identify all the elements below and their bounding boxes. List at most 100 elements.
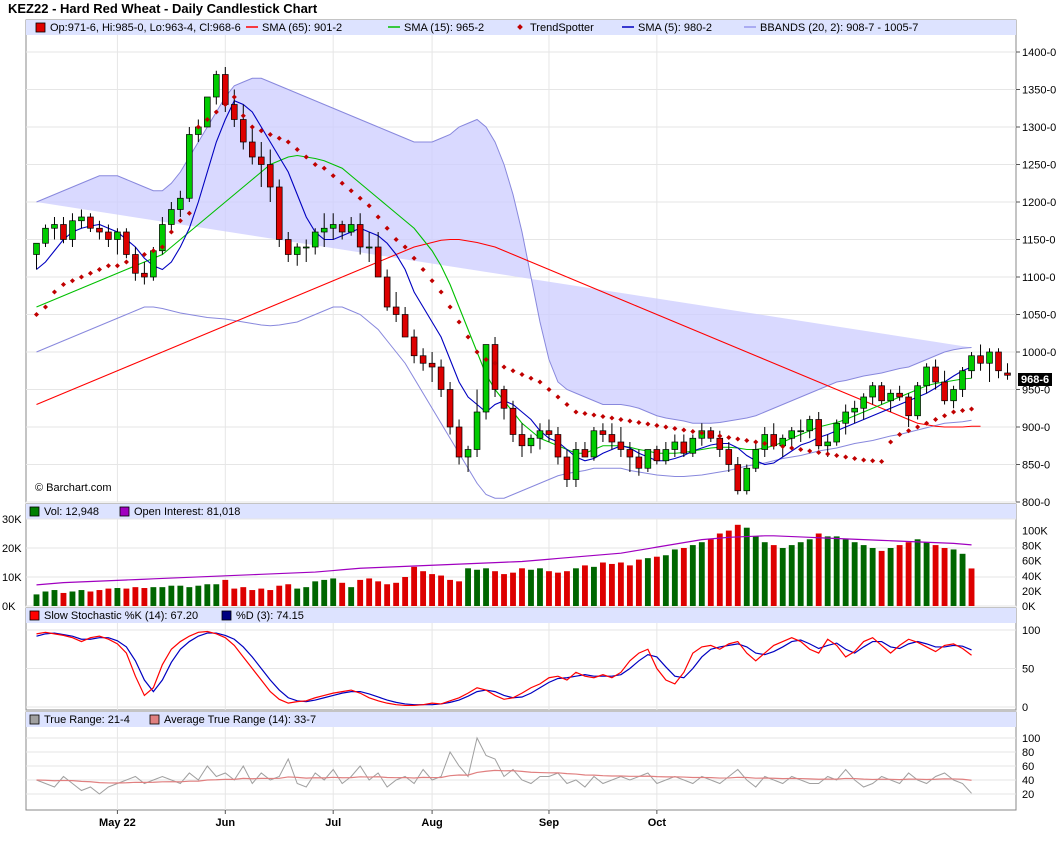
candle-body — [644, 449, 652, 469]
candle-body — [995, 351, 1002, 372]
stochastic-k-line — [36, 630, 972, 707]
volume-bar — [240, 587, 247, 606]
volume-bar — [267, 590, 274, 606]
volume-bar — [249, 590, 256, 606]
trendspotter-dot — [96, 266, 102, 273]
volume-bar — [653, 556, 660, 606]
volume-bar — [842, 539, 849, 606]
candle-body — [123, 231, 130, 255]
volume-right-tick-label: 80K — [1022, 541, 1042, 553]
volume-bar — [617, 562, 624, 606]
trendspotter-dot — [573, 409, 579, 415]
trendspotter-dot — [968, 406, 975, 412]
stochastic-legend: Slow Stochastic %K (14): 67.20 %D (3): 74… — [29, 610, 304, 622]
legend-item-label: BBANDS (20, 2): 908-7 - 1005-7 — [760, 22, 918, 34]
price-tick-label: 1400-0 — [1022, 47, 1056, 59]
volume-right-tick-label: 60K — [1022, 556, 1042, 568]
candle-body — [78, 216, 85, 222]
candle-body — [338, 224, 346, 233]
candle-body — [105, 231, 112, 240]
trendspotter-dot — [780, 443, 786, 450]
atr-legend: True Range: 21-4 Average True Range (14):… — [29, 714, 316, 726]
volume-bar — [761, 542, 768, 606]
volume-bar — [959, 553, 966, 606]
candle-body — [734, 464, 742, 492]
candle-body — [186, 134, 193, 199]
candle-body — [249, 141, 256, 158]
volume-bar — [339, 582, 346, 606]
volume-bars — [33, 524, 975, 606]
atr-tick-label: 20 — [1022, 789, 1034, 801]
trendspotter-dot — [438, 289, 444, 295]
candle-body — [806, 419, 813, 432]
trendspotter-dot — [699, 430, 705, 436]
candle-body — [257, 156, 265, 165]
volume-bar — [69, 591, 76, 606]
candle-body — [959, 370, 966, 390]
trendspotter-dot — [897, 431, 903, 438]
candle-body — [275, 186, 283, 240]
volume-bar — [941, 548, 948, 606]
candle-body — [653, 449, 661, 462]
volume-bar — [698, 542, 705, 606]
candle-body — [545, 430, 553, 435]
candle-body — [293, 246, 301, 255]
candle-body — [33, 242, 40, 255]
volume-bar — [707, 539, 714, 606]
volume-bar — [923, 542, 930, 606]
stochastic-tick-label: 0 — [1022, 702, 1028, 714]
volume-bar — [582, 565, 588, 606]
volume-bar — [204, 584, 211, 606]
trendspotter-dot — [447, 304, 453, 310]
candle-body — [662, 449, 670, 462]
volume-bar — [564, 571, 570, 606]
volume-bar — [186, 587, 193, 606]
volume-bar — [591, 566, 597, 606]
volume-bar — [644, 558, 651, 606]
open-interest-line — [36, 535, 972, 586]
atr-tick-label: 60 — [1022, 761, 1034, 773]
candle-body — [392, 306, 400, 315]
volume-bar — [483, 568, 489, 606]
trendspotter-dot — [483, 356, 489, 363]
trendspotter-dot — [600, 413, 606, 420]
candle-body — [383, 276, 391, 308]
trendspotter-dot — [870, 458, 876, 464]
volume-bar — [177, 585, 184, 606]
volume-bar — [132, 587, 139, 606]
price-tick-label: 1100-0 — [1022, 272, 1055, 284]
stochastic-grid — [26, 623, 1016, 710]
volume-bar — [510, 572, 516, 606]
trendspotter-dot — [465, 334, 471, 340]
volume-bar — [546, 571, 552, 606]
legend-swatch-icon — [221, 610, 232, 621]
trendspotter-dot — [267, 131, 273, 138]
volume-right-tick-label: 100K — [1022, 526, 1048, 538]
trendspotter-dot — [726, 434, 732, 441]
volume-bar — [932, 545, 939, 606]
volume-bar — [905, 542, 912, 606]
price-tick-label: 1050-0 — [1022, 310, 1056, 322]
x-tick-label: Jun — [216, 817, 236, 829]
candle-body — [302, 246, 310, 249]
pane-frames — [25, 19, 1017, 811]
candle-body — [860, 396, 867, 409]
trendspotter-dot — [537, 379, 543, 385]
trendspotter-dot — [159, 244, 165, 250]
candle-body — [554, 434, 562, 458]
candle-body — [482, 344, 490, 413]
price-tick-label: 800-0 — [1022, 497, 1050, 509]
volume-bar — [321, 579, 328, 606]
price-tick-label: 900-0 — [1022, 422, 1050, 434]
candle-body — [689, 437, 697, 454]
volume-bar — [357, 579, 364, 606]
trendspotter-dot — [330, 173, 336, 179]
candle-body — [671, 441, 679, 450]
trendspotter-dot — [843, 454, 849, 460]
trendspotter-dot — [564, 401, 570, 408]
candle-body — [329, 224, 337, 229]
candle-body — [725, 449, 733, 465]
trendspotter-dot — [744, 437, 750, 444]
candle-body — [266, 164, 274, 188]
